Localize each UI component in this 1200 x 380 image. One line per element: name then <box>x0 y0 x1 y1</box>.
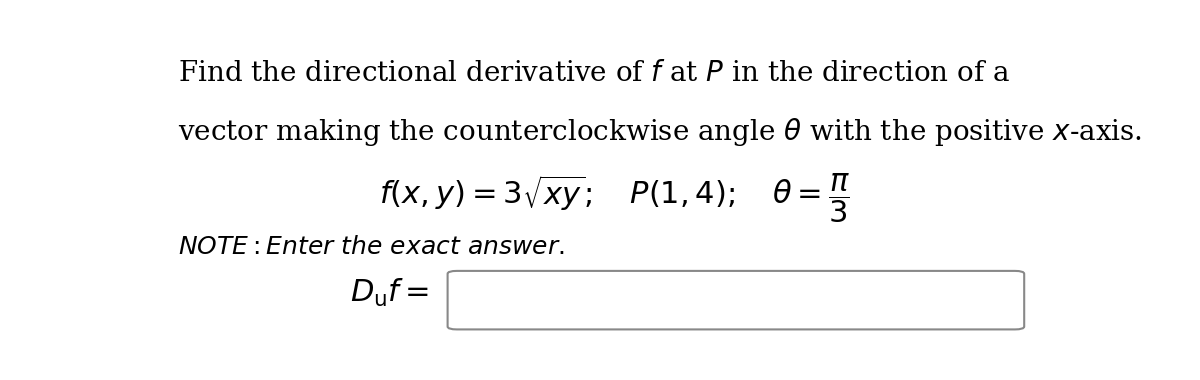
FancyBboxPatch shape <box>448 271 1024 329</box>
Text: Find the directional derivative of $f$ at $P$ in the direction of a: Find the directional derivative of $f$ a… <box>178 60 1010 87</box>
Text: $f(x, y) = 3\sqrt{xy};\quad P(1, 4);\quad \theta = \dfrac{\pi}{3}$: $f(x, y) = 3\sqrt{xy};\quad P(1, 4);\qua… <box>379 171 851 225</box>
Text: $\mathit{NOTE: Enter\ the\ exact\ answer.}$: $\mathit{NOTE: Enter\ the\ exact\ answer… <box>178 236 564 259</box>
Text: vector making the counterclockwise angle $\theta$ with the positive $x$-axis.: vector making the counterclockwise angle… <box>178 116 1142 148</box>
Text: $D_{\mathrm{u}}f = $: $D_{\mathrm{u}}f = $ <box>350 277 430 309</box>
